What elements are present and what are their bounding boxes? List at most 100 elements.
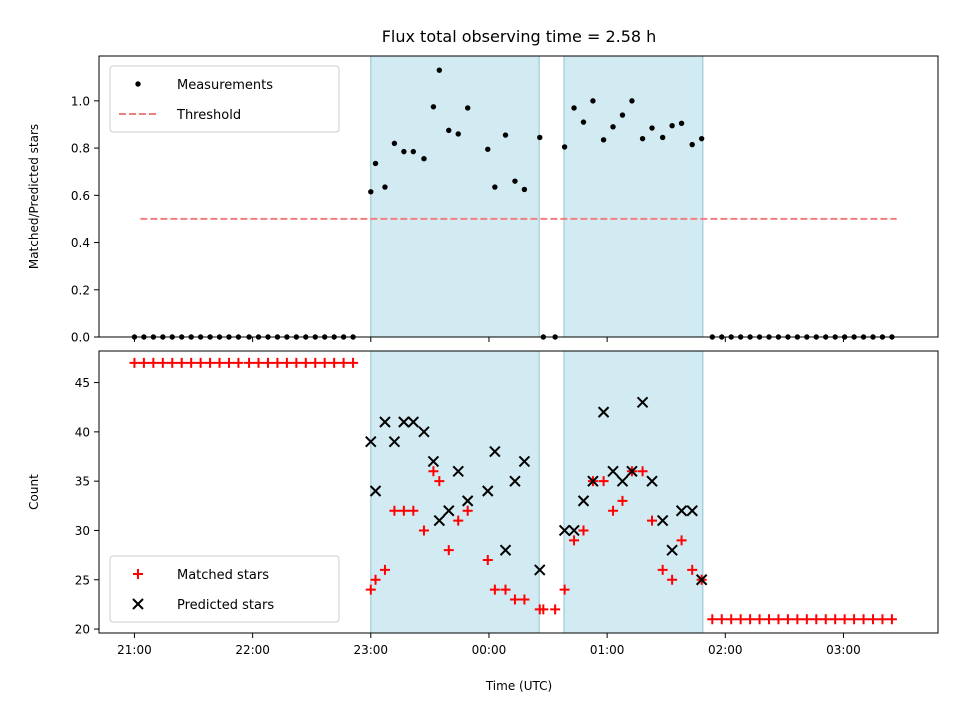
top-legend-label-2: Threshold <box>176 108 241 123</box>
top-series-1-point-50 <box>610 124 616 130</box>
bottom-y-axis-label: Count <box>27 474 41 510</box>
bottom-series-1-point-12 <box>233 357 244 368</box>
x-axis-label: Time (UTC) <box>485 679 552 693</box>
bottom-series-1-point-60 <box>707 614 718 625</box>
bottom-series-2-point-11 <box>452 465 464 478</box>
top-series-1-point-51 <box>619 112 626 118</box>
bottom-series-1-point-9 <box>205 357 216 368</box>
bottom-series-2-point-9 <box>433 514 446 527</box>
bottom-series-2-point-24 <box>607 465 619 478</box>
top-series-1-point-49 <box>600 137 607 143</box>
bottom-series-1-point-35 <box>453 515 464 526</box>
bottom-series-2-point-7 <box>418 426 430 438</box>
bottom-series-2-point-25 <box>616 475 629 487</box>
top-shaded-window-2 <box>563 55 704 338</box>
top-shaded-window-1 <box>370 55 540 338</box>
bottom-series-1-point-61 <box>716 614 727 625</box>
bottom-series-1-point-6 <box>176 357 187 368</box>
top-series-1-point-27 <box>382 184 388 190</box>
bottom-y-tick-label-1: 20 <box>75 623 90 637</box>
bottom-series-1-point-23 <box>338 357 349 368</box>
bottom-series-1-point-72 <box>820 614 831 625</box>
bottom-series-1-point-26 <box>370 574 381 585</box>
bottom-series-1-point-49 <box>598 476 609 487</box>
bottom-y-tick-label-4: 35 <box>75 475 90 489</box>
bottom-series-2-point-2 <box>369 485 382 497</box>
bottom-series-1-point-78 <box>877 614 888 625</box>
bottom-series-1-point-44 <box>550 604 561 615</box>
bottom-series-1-point-38 <box>489 584 500 595</box>
bottom-series-2-point-13 <box>482 485 494 497</box>
bottom-series-2-point-32 <box>686 505 698 517</box>
top-series-1-point-33 <box>436 67 443 73</box>
bottom-series-1-point-31 <box>418 525 429 536</box>
top-series-1-point-56 <box>669 122 675 129</box>
bottom-series-2-point-29 <box>656 514 669 527</box>
bottom-series-2-point-3 <box>379 416 391 428</box>
bottom-legend-label-2: Predicted stars <box>177 598 274 613</box>
bottom-y-tick-label-5: 40 <box>75 425 90 439</box>
bottom-series-2-point-19 <box>558 524 571 537</box>
bottom-series-1-point-1 <box>129 357 140 368</box>
top-series-1-point-46 <box>571 105 577 111</box>
top-series-1-point-40 <box>512 178 518 184</box>
bottom-series-2-point-18 <box>534 564 546 576</box>
top-series-1-point-53 <box>639 135 646 142</box>
bottom-y-tick-label-2: 25 <box>75 573 90 587</box>
bottom-series-1-point-16 <box>272 357 283 368</box>
top-legend: Measurements Threshold <box>109 65 340 133</box>
bottom-series-1-point-70 <box>801 614 812 625</box>
bottom-y-tick-label-3: 30 <box>75 524 90 538</box>
bottom-series-1-point-13 <box>244 357 255 368</box>
bottom-series-1-point-79 <box>886 614 897 625</box>
bottom-series-1-point-47 <box>578 525 589 536</box>
bottom-series-1-point-43 <box>538 604 549 615</box>
bottom-series-1-point-56 <box>667 574 678 585</box>
top-series-1-point-57 <box>678 120 685 126</box>
bottom-series-2-point-33 <box>695 574 708 586</box>
bottom-series-2-point-5 <box>398 416 410 428</box>
top-y-tick-label-3: 0.4 <box>71 236 90 250</box>
bottom-series-1-point-27 <box>379 564 390 575</box>
bottom-series-1-point-57 <box>676 535 687 546</box>
bottom-series-1-point-77 <box>868 614 879 625</box>
top-series-1-point-45 <box>561 144 568 150</box>
bottom-series-2-point-12 <box>461 495 474 507</box>
bottom-shaded-window-2 <box>563 350 704 634</box>
bottom-series-1-point-69 <box>792 614 803 625</box>
bottom-series-1-point-11 <box>223 357 234 368</box>
top-series-1-point-48 <box>590 98 596 104</box>
bottom-series-1-point-37 <box>482 555 493 566</box>
bottom-legend-swatch-1 <box>133 569 143 579</box>
bottom-series-1-point-63 <box>735 614 746 625</box>
bottom-series-1-point-54 <box>647 515 658 526</box>
bottom-series-1-point-36 <box>462 505 473 516</box>
bottom-legend-box <box>109 555 340 623</box>
bottom-series-1-point-8 <box>195 357 206 368</box>
bottom-series-1-point-21 <box>319 357 330 368</box>
bottom-series-2-point-22 <box>587 475 599 487</box>
bottom-series-1-point-15 <box>262 357 273 368</box>
x-tick-label-2: 22:00 <box>235 643 270 657</box>
bottom-series-2-point-31 <box>675 505 688 517</box>
x-tick-label-6: 02:00 <box>708 643 743 657</box>
bottom-series-2-point-15 <box>499 544 512 556</box>
bottom-series-1-point-50 <box>608 505 619 516</box>
bottom-series-1-point-19 <box>300 357 311 368</box>
bottom-series-1-point-2 <box>138 357 149 368</box>
bottom-y-tick-label-6: 45 <box>75 376 90 390</box>
bottom-series-2-point-16 <box>509 475 521 487</box>
bottom-series-2-point-26 <box>626 465 638 478</box>
bottom-series-1-point-22 <box>329 357 340 368</box>
bottom-legend: Matched stars Predicted stars <box>109 555 340 623</box>
top-series-1-point-58 <box>689 141 695 148</box>
x-tick-label-7: 03:00 <box>826 643 861 657</box>
bottom-series-1-point-28 <box>389 505 400 516</box>
top-series-1-point-36 <box>464 105 471 111</box>
bottom-series-1-point-34 <box>443 545 454 556</box>
bottom-series-1-point-10 <box>214 357 225 368</box>
bottom-series-2-point-6 <box>407 416 420 428</box>
bottom-panel-star-counts: 21:00 22:00 23:00 00:00 01:00 02:00 03:00 20 25 3… <box>27 350 939 657</box>
top-y-tick-label-6: 1.0 <box>71 94 90 108</box>
bottom-series-1-point-71 <box>811 614 822 625</box>
